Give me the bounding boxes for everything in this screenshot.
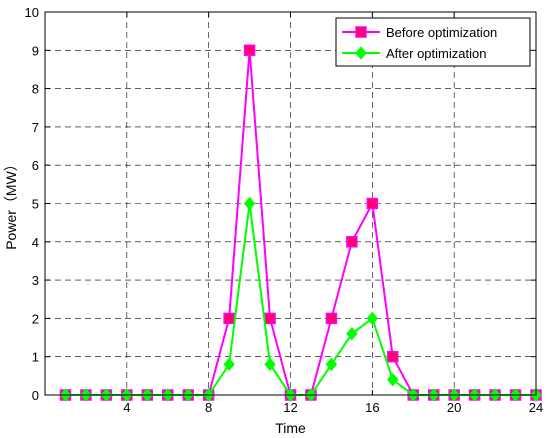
y-tick-label: 5 (32, 197, 39, 212)
plot-frame (44, 11, 537, 396)
x-tick-label: 4 (123, 400, 130, 415)
data-point-after (243, 196, 256, 211)
y-tick-label: 4 (32, 235, 39, 250)
y-tick-label: 3 (32, 273, 39, 288)
legend-entry-before: Before optimization (342, 25, 497, 40)
series-line-0 (65, 49, 536, 396)
legend-label-before: Before optimization (386, 25, 497, 40)
data-point-after (325, 357, 338, 372)
x-tick-label: 16 (365, 400, 379, 415)
data-point-after (346, 326, 358, 341)
data-point-before (223, 312, 235, 325)
legend-entry-after: After optimization (342, 46, 486, 61)
x-tick-label: 12 (283, 400, 297, 415)
legend: Before optimization After optimization (335, 17, 531, 67)
x-axis-label: Time (275, 420, 306, 436)
data-point-before (264, 312, 276, 325)
y-tick-label: 6 (32, 158, 39, 173)
data-point-before (325, 312, 338, 325)
legend-box (335, 17, 531, 67)
y-tick-label: 1 (32, 350, 39, 365)
legend-marker-before (355, 26, 367, 38)
data-point-before (387, 350, 399, 363)
y-tick-label: 7 (32, 120, 39, 135)
series-plot (59, 44, 542, 402)
y-tick-label: 8 (32, 82, 39, 97)
x-tick-label: 8 (205, 400, 212, 415)
data-point-after (264, 357, 276, 372)
x-tick-label: 24 (529, 400, 543, 415)
legend-label-after: After optimization (386, 46, 486, 61)
y-tick-label: 0 (32, 388, 39, 403)
series-line-1 (65, 202, 536, 396)
data-point-after (366, 311, 378, 326)
y-tick-label: 9 (32, 43, 39, 58)
x-tick-label: 20 (447, 400, 461, 415)
data-point-before (346, 236, 358, 248)
grid (45, 12, 536, 395)
data-point-after (387, 372, 399, 387)
data-point-before (366, 197, 379, 210)
y-axis-label: Power（MW） (3, 157, 19, 250)
legend-marker-after (355, 46, 367, 60)
data-point-before (243, 44, 256, 57)
y-tick-label: 2 (32, 311, 39, 326)
data-point-after (223, 357, 235, 372)
y-tick-label: 10 (25, 5, 39, 20)
